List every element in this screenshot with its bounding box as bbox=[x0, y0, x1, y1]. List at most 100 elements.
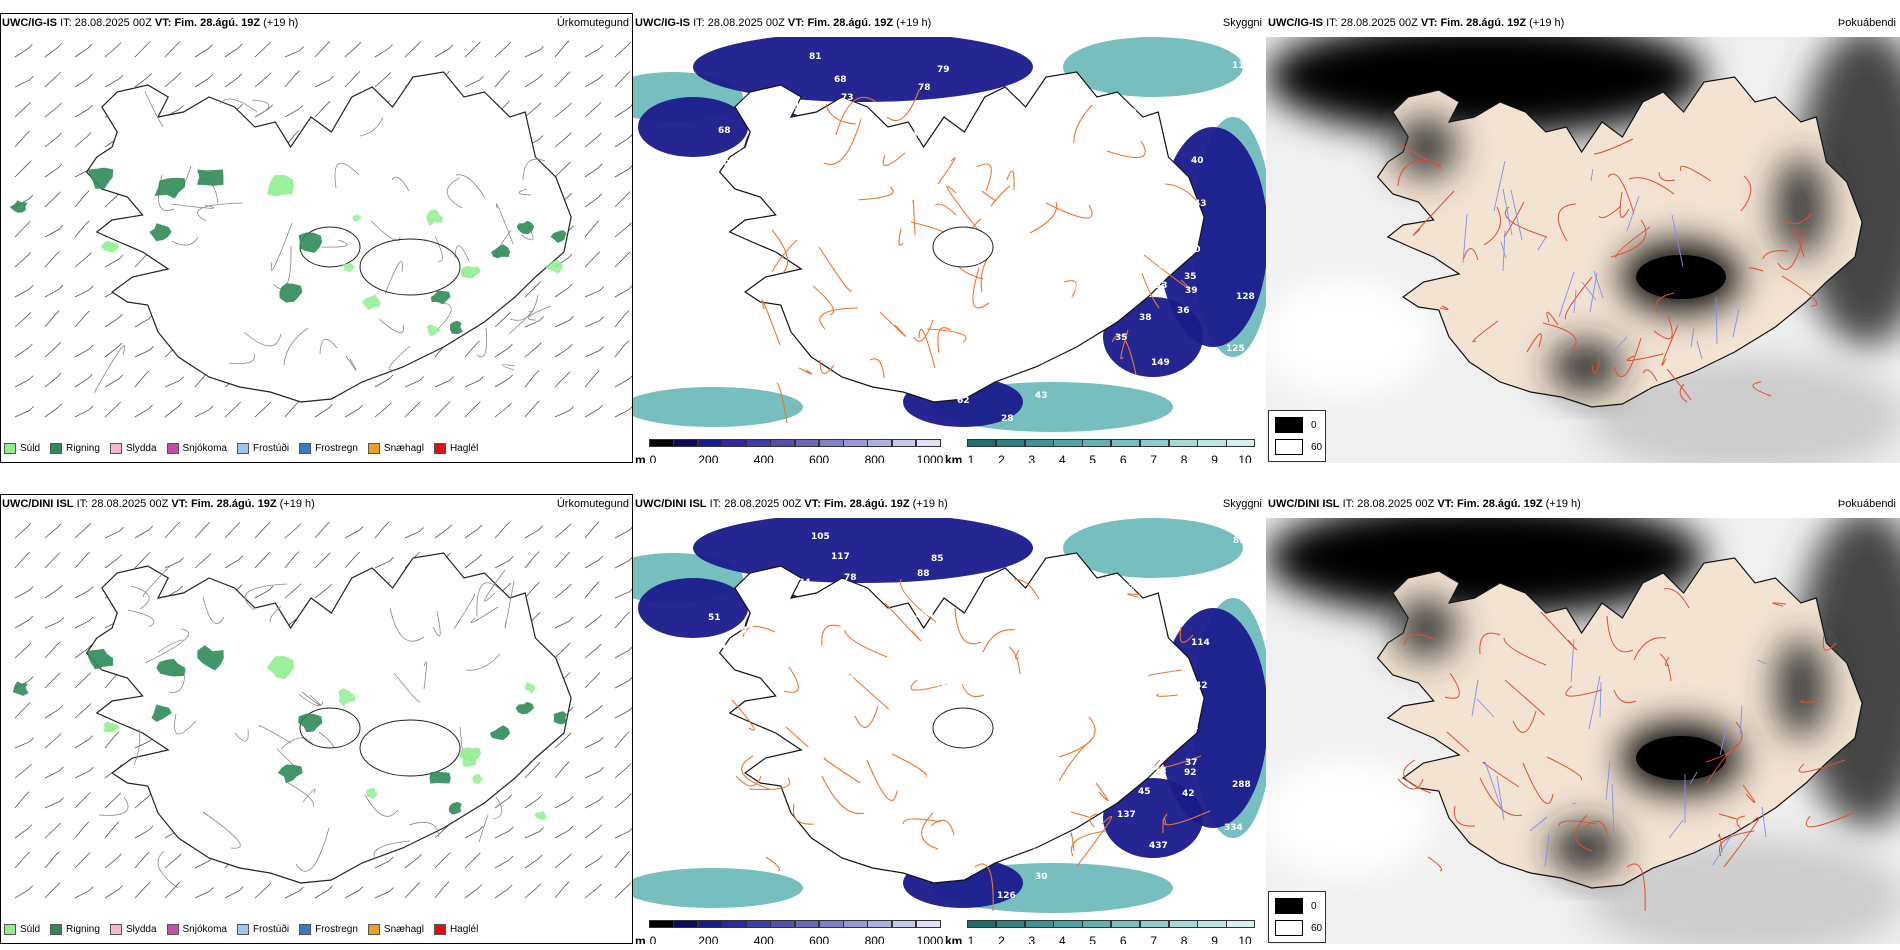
road bbox=[219, 98, 258, 113]
cloud-base-label: 40 bbox=[1191, 156, 1204, 166]
road bbox=[388, 345, 411, 371]
road bbox=[434, 235, 443, 262]
road bbox=[1014, 649, 1020, 660]
wind-barb bbox=[524, 525, 544, 539]
wind-barb bbox=[404, 527, 424, 539]
wind-barb bbox=[464, 852, 481, 869]
fog-area bbox=[1586, 357, 1900, 463]
river bbox=[1739, 705, 1743, 736]
colorbar-segment bbox=[673, 439, 698, 447]
precip-area bbox=[298, 713, 323, 733]
low-cloud-area bbox=[1103, 778, 1203, 858]
legend-swatch bbox=[50, 442, 63, 454]
wind-barb bbox=[584, 163, 603, 178]
wind-barb bbox=[164, 41, 181, 58]
wind-barb bbox=[434, 852, 451, 869]
wind-barb bbox=[554, 343, 573, 358]
legend-item: Súld bbox=[4, 442, 40, 454]
wind-barb bbox=[104, 254, 124, 268]
river bbox=[1668, 819, 1684, 839]
cloud-base-label: 79 bbox=[1047, 322, 1060, 332]
road bbox=[1095, 782, 1109, 802]
cloud-base-label: 80 bbox=[1124, 108, 1137, 118]
colorbar-segment bbox=[1197, 920, 1227, 928]
wind-barb bbox=[194, 74, 213, 88]
road bbox=[492, 796, 503, 820]
wind-barb bbox=[164, 376, 184, 388]
wind-barb bbox=[434, 44, 454, 58]
precip-area bbox=[429, 771, 451, 784]
wind-barb bbox=[554, 583, 572, 599]
cloud-base-label: 50 bbox=[1152, 239, 1165, 249]
wind-barb bbox=[554, 732, 572, 749]
road bbox=[1642, 369, 1658, 382]
road bbox=[228, 353, 255, 364]
fog-panel-row1: UWC/IG-IS IT: 28.08.2025 00Z VT: Fim. 28… bbox=[1266, 13, 1900, 463]
wind-barb bbox=[494, 311, 511, 328]
colorbar-segment bbox=[843, 920, 868, 928]
cloud-base-label: 125 bbox=[1226, 344, 1245, 354]
road bbox=[295, 827, 330, 872]
wind-barb bbox=[254, 72, 272, 88]
wind-barb bbox=[74, 522, 92, 539]
wind-barb bbox=[554, 642, 571, 659]
wind-barb bbox=[584, 555, 604, 569]
cloud-base-label: 39 bbox=[1149, 722, 1162, 732]
fog-legend-swatch bbox=[1275, 439, 1303, 455]
legend-label: Rigning bbox=[66, 442, 100, 454]
wind-barb bbox=[44, 584, 63, 599]
wind-barb bbox=[434, 524, 453, 539]
colorbar-segment bbox=[1053, 439, 1083, 447]
cloud-base-label: 68 bbox=[718, 126, 731, 136]
road bbox=[197, 202, 243, 222]
road bbox=[157, 639, 184, 653]
road bbox=[1627, 353, 1664, 361]
road bbox=[1564, 276, 1593, 320]
wind-barb bbox=[554, 71, 571, 88]
legend-swatch bbox=[236, 442, 249, 454]
legend-swatch bbox=[433, 442, 446, 454]
road bbox=[866, 759, 898, 801]
cloud-base-label: 74 bbox=[931, 195, 944, 205]
wind-barb bbox=[584, 581, 600, 599]
precip-area bbox=[426, 324, 442, 337]
cloud-base-label: 45 bbox=[1164, 172, 1177, 182]
precip-area bbox=[9, 200, 28, 213]
road bbox=[298, 693, 324, 707]
fog-area bbox=[1776, 157, 1826, 257]
cloud-base-label: 167 bbox=[1038, 804, 1057, 814]
precip-area bbox=[461, 752, 477, 768]
road bbox=[1073, 104, 1093, 144]
precip-area bbox=[426, 209, 444, 227]
fog-legend-swatch bbox=[1275, 417, 1303, 433]
road bbox=[1593, 138, 1634, 155]
colorbar-tick: 0 bbox=[649, 453, 657, 463]
road bbox=[1045, 202, 1093, 219]
cloud-base-label: 297 bbox=[1075, 762, 1094, 772]
rivers bbox=[1471, 638, 1768, 868]
road bbox=[785, 726, 809, 748]
road bbox=[1742, 784, 1756, 804]
wind-barb bbox=[494, 70, 510, 88]
wind-barb bbox=[44, 797, 64, 809]
wind-barb bbox=[164, 72, 182, 88]
cloud-base-label: 85 bbox=[931, 554, 944, 564]
colorbar-tick: 8 bbox=[1180, 934, 1188, 944]
road bbox=[990, 185, 1011, 207]
road bbox=[1522, 762, 1554, 804]
legend-item: Frostregn bbox=[299, 442, 358, 454]
wind-barb bbox=[14, 312, 32, 328]
low-visibility-area bbox=[633, 387, 803, 427]
wind-barb bbox=[194, 405, 214, 418]
road bbox=[1679, 165, 1712, 182]
wind-barb bbox=[374, 374, 394, 388]
cloud-base-label: 35 bbox=[1115, 333, 1128, 343]
road bbox=[1162, 810, 1211, 826]
road bbox=[930, 819, 955, 836]
wind-barb bbox=[164, 557, 184, 569]
road bbox=[1403, 634, 1437, 646]
road bbox=[1070, 830, 1107, 857]
road bbox=[1798, 759, 1846, 773]
cloud-base-label: 44 bbox=[1031, 848, 1044, 858]
precip-area bbox=[516, 220, 535, 235]
